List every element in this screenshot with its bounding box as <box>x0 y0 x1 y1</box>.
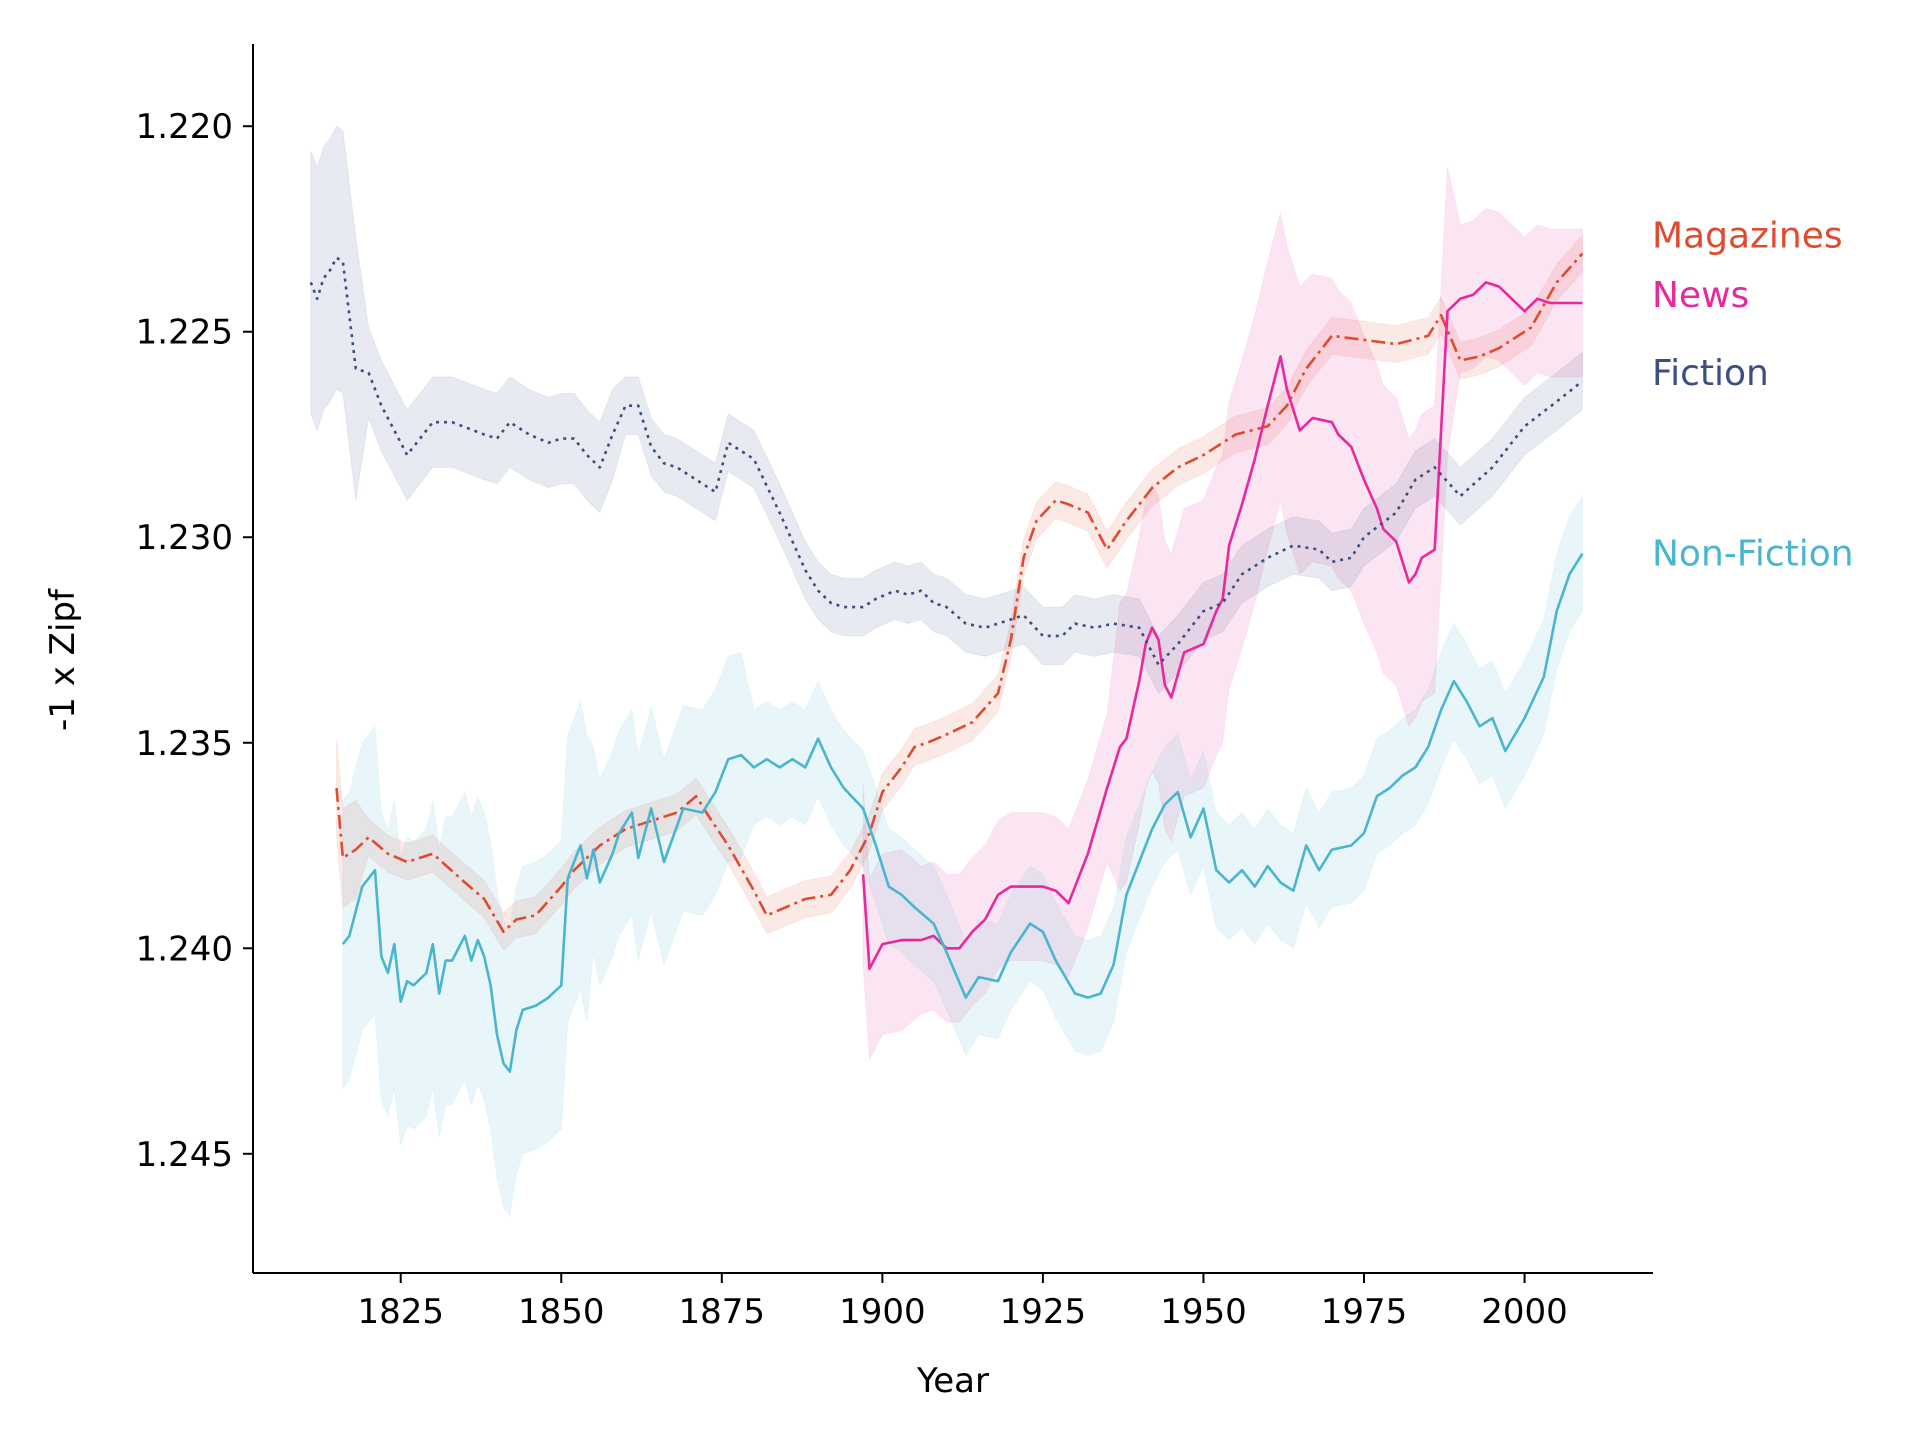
x-ticks: 1825 1850 1875 1900 1925 1950 1975 2000 <box>357 1273 1568 1332</box>
series-labels: Magazines News Fiction Non-Fiction <box>1652 216 1854 575</box>
y-ticks: 1.220 1.225 1.230 1.235 1.240 1.245 <box>136 107 253 1175</box>
confidence-band <box>310 125 1583 695</box>
confidence-band <box>336 233 1583 952</box>
y-tick-label: 1.225 <box>136 313 233 353</box>
x-tick-label: 1875 <box>679 1292 766 1332</box>
series-line <box>861 281 1583 971</box>
series-line <box>335 252 1584 934</box>
x-tick-label: 1850 <box>518 1292 605 1332</box>
y-tick-label: 1.240 <box>136 929 233 969</box>
y-tick-label: 1.235 <box>136 724 233 764</box>
axes <box>252 44 1653 1274</box>
lines-layer <box>309 252 1584 1073</box>
series-label: Fiction <box>1652 353 1769 394</box>
x-tick-label: 1975 <box>1321 1292 1408 1332</box>
x-axis-label: Year <box>916 1361 989 1401</box>
confidence-band <box>862 167 1583 1062</box>
series-label: News <box>1652 275 1749 316</box>
x-tick-label: 1900 <box>839 1292 926 1332</box>
y-tick-label: 1.220 <box>136 107 233 147</box>
series-label: Magazines <box>1652 216 1843 257</box>
x-tick-label: 1825 <box>357 1292 444 1332</box>
y-tick-label: 1.230 <box>136 518 233 558</box>
x-tick-label: 2000 <box>1481 1292 1568 1332</box>
x-tick-label: 1950 <box>1160 1292 1247 1332</box>
series-line <box>341 553 1584 1073</box>
x-tick-label: 1925 <box>1000 1292 1087 1332</box>
series-line <box>309 256 1584 667</box>
series-label: Non-Fiction <box>1652 534 1854 575</box>
y-tick-label: 1.245 <box>136 1135 233 1175</box>
y-axis-label: -1 x Zipf <box>43 588 83 731</box>
